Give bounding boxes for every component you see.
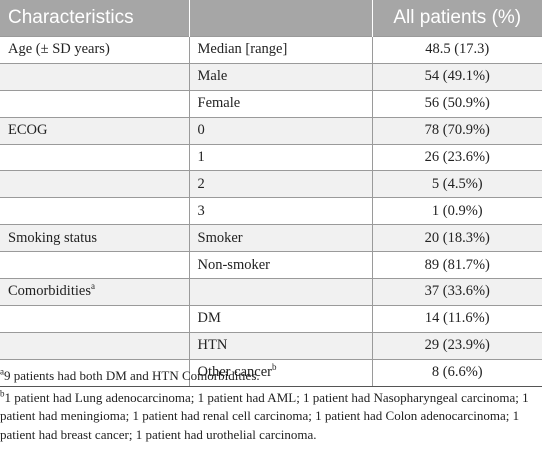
row-characteristic: ECOG — [0, 116, 190, 145]
row-category: Non-smoker — [188, 251, 373, 280]
row-category — [188, 278, 373, 306]
row-characteristic — [0, 358, 190, 387]
table-row: 3 1 (0.9%) — [0, 197, 542, 226]
footnote-b-text: 1 patient had Lung adenocarcinoma; 1 pat… — [0, 389, 529, 442]
table-row: Non-smoker 89 (81.7%) — [0, 251, 542, 280]
header-characteristics: Characteristics — [0, 0, 189, 37]
table-row: 2 5 (4.5%) — [0, 170, 542, 199]
table-footnotes: a9 patients had both DM and HTN Comorbid… — [0, 367, 542, 447]
row-characteristic — [0, 62, 190, 91]
table-row: DM 14 (11.6%) — [0, 304, 542, 333]
row-value: 78 (70.9%) — [371, 116, 542, 145]
table-row: Male 54 (49.1%) — [0, 62, 542, 91]
row-value: 14 (11.6%) — [371, 304, 542, 333]
table-header-row: Characteristics All patients (%) — [0, 0, 542, 37]
row-value: 1 (0.9%) — [371, 197, 542, 226]
footnote-a-text: 9 patients had both DM and HTN Comorbidi… — [4, 368, 260, 383]
row-category: 2 — [188, 170, 373, 199]
table-row: Smoking status Smoker 20 (18.3%) — [0, 224, 542, 253]
footnote-marker-b: b — [271, 362, 277, 373]
row-value: 54 (49.1%) — [371, 62, 542, 91]
table-row: ECOG 0 78 (70.9%) — [0, 116, 542, 145]
table-row: Comorbiditiesa 37 (33.6%) — [0, 278, 542, 306]
row-characteristic — [0, 251, 190, 280]
row-category: Male — [188, 62, 373, 91]
row-category: Median [range] — [188, 36, 373, 64]
row-category-label: Other cancer — [197, 364, 272, 381]
row-category: 1 — [188, 143, 373, 172]
row-category: Smoker — [188, 224, 373, 253]
row-category: 0 — [188, 116, 373, 145]
row-value: 48.5 (17.3) — [371, 36, 542, 64]
table-row: Other cancerb 8 (6.6%) — [0, 358, 542, 387]
row-category: 3 — [188, 197, 373, 226]
row-characteristic — [0, 197, 190, 226]
footnote-b-mark: b — [0, 388, 5, 399]
table-row: Age (± SD years) Median [range] 48.5 (17… — [0, 36, 542, 64]
row-value: 20 (18.3%) — [371, 224, 542, 253]
row-value: 37 (33.6%) — [371, 278, 542, 306]
table-row: Female 56 (50.9%) — [0, 89, 542, 118]
table-row: 1 26 (23.6%) — [0, 143, 542, 172]
row-value: 5 (4.5%) — [371, 170, 542, 199]
patient-characteristics-table: Characteristics All patients (%) Age (± … — [0, 0, 542, 387]
row-value: 89 (81.7%) — [371, 251, 542, 280]
row-category: Other cancerb — [188, 358, 373, 387]
row-value: 56 (50.9%) — [371, 89, 542, 118]
row-characteristic — [0, 89, 190, 118]
row-value: 26 (23.6%) — [371, 143, 542, 172]
footnote-b: b1 patient had Lung adenocarcinoma; 1 pa… — [0, 389, 542, 445]
footnote-a: a9 patients had both DM and HTN Comorbid… — [0, 367, 542, 386]
table-row: HTN 29 (23.9%) — [0, 331, 542, 360]
row-value: 29 (23.9%) — [371, 331, 542, 360]
row-characteristic: Age (± SD years) — [0, 36, 190, 64]
footnote-marker-a: a — [90, 281, 95, 292]
row-characteristic: Smoking status — [0, 224, 190, 253]
row-characteristic — [0, 143, 190, 172]
row-category: DM — [188, 304, 373, 333]
row-characteristic — [0, 331, 190, 360]
header-all-patients: All patients (%) — [371, 0, 542, 37]
row-characteristic — [0, 304, 190, 333]
row-characteristic — [0, 170, 190, 199]
row-characteristic: Comorbiditiesa — [0, 278, 190, 306]
row-category: HTN — [188, 331, 373, 360]
row-characteristic-label: Comorbidities — [8, 283, 91, 300]
footnote-a-mark: a — [0, 366, 4, 377]
header-subcategory — [188, 0, 372, 37]
row-value: 8 (6.6%) — [371, 358, 542, 387]
row-category: Female — [188, 89, 373, 118]
